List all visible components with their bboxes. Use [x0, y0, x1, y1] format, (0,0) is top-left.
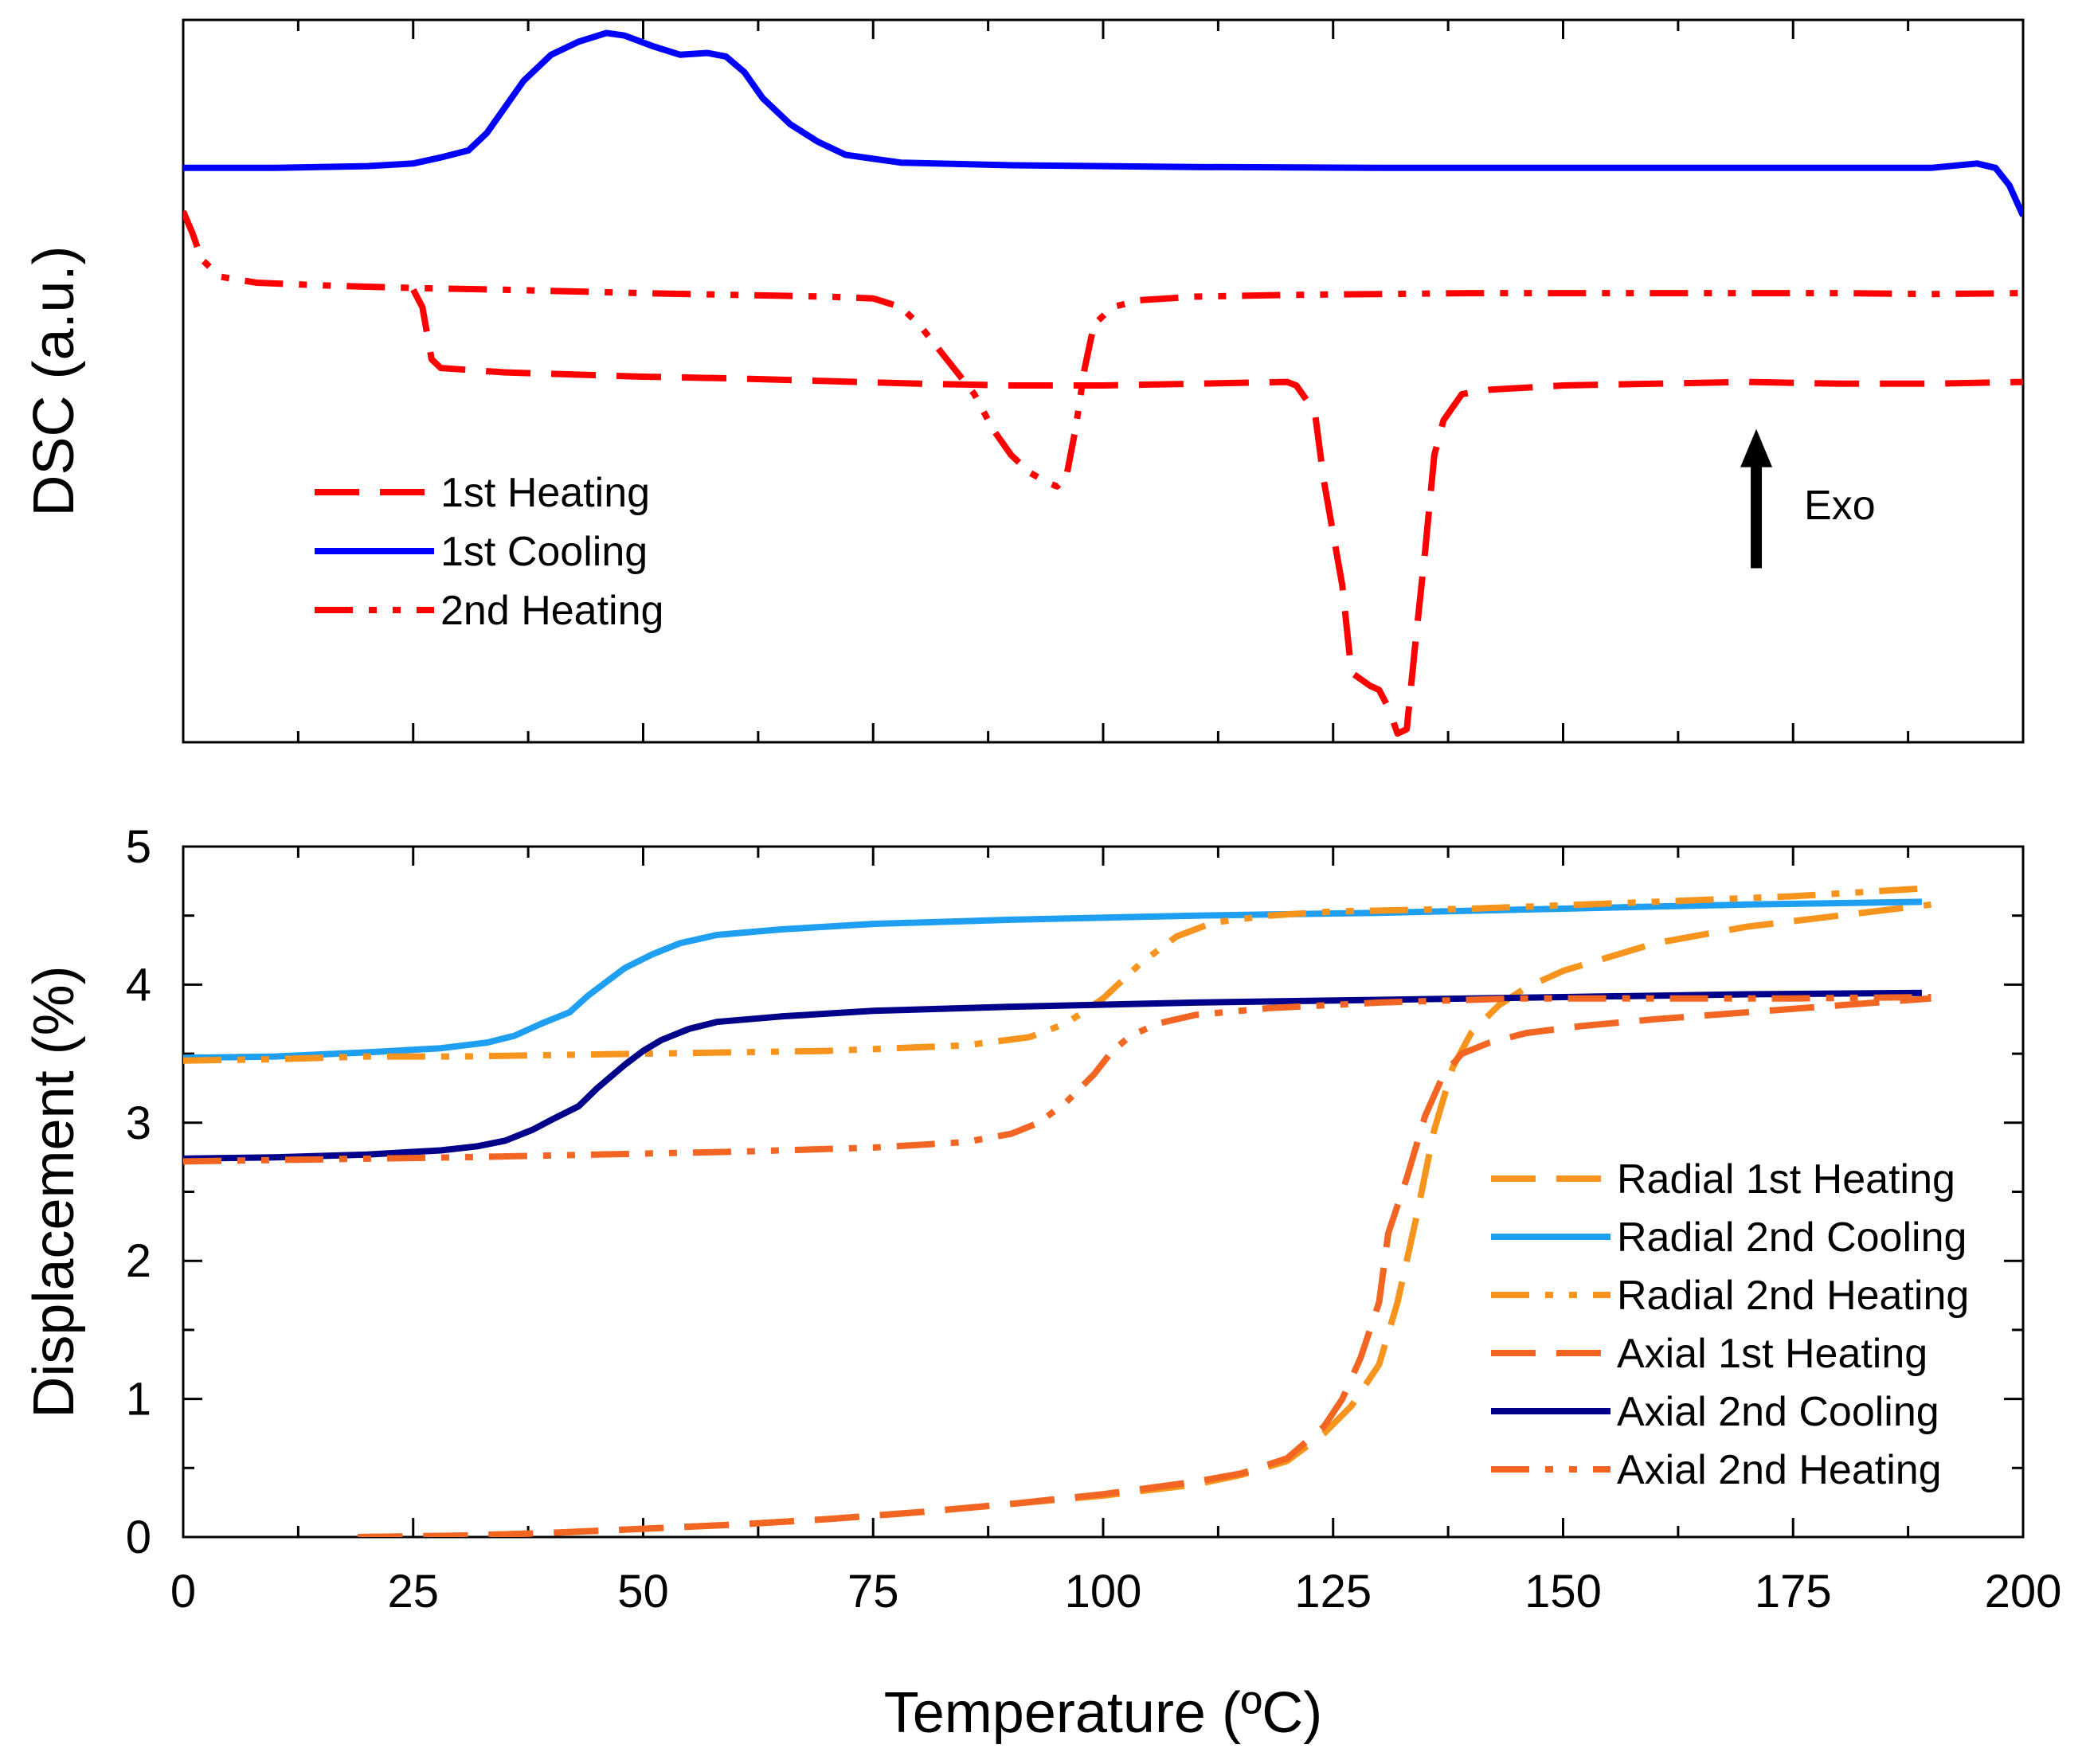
y-axis-title-displacement: Displacement (%): [22, 965, 86, 1418]
x-axis-title: Temperature (ºC): [884, 1681, 1322, 1745]
x-tick-label: 50: [617, 1566, 669, 1617]
y-tick-label: 3: [126, 1097, 151, 1149]
x-tick-label: 25: [387, 1566, 439, 1617]
x-tick-label: 0: [170, 1566, 196, 1617]
series-line-radial-2nd-cooling: [183, 898, 1922, 1062]
legend-label: 2nd Heating: [440, 588, 663, 634]
displacement-legend: Radial 1st Heating Radial 2nd Cooling Radi…: [1491, 1156, 1969, 1493]
y-tick-label: 1: [126, 1374, 151, 1426]
legend-label: Axial 2nd Heating: [1617, 1447, 1942, 1493]
y-axis-ticks: [183, 845, 2023, 1539]
series-line-1st-heating: [410, 287, 2023, 737]
series-line-axial-2nd-cooling: [183, 989, 1922, 1162]
x-tick-label: 200: [1985, 1566, 2062, 1617]
exo-arrow-head: [1740, 428, 1773, 467]
series-line-radial-2nd-heating: [183, 885, 1931, 1064]
legend-label: Radial 2nd Cooling: [1617, 1214, 1967, 1261]
y-tick-label: 2: [126, 1235, 151, 1287]
x-tick-label: 125: [1294, 1566, 1372, 1617]
exo-label: Exo: [1804, 483, 1876, 529]
legend-label: Axial 1st Heating: [1617, 1331, 1927, 1377]
x-tick-label: 150: [1524, 1566, 1602, 1617]
series-line-axial-2nd-heating: [183, 994, 1931, 1165]
x-tick-label: 175: [1755, 1566, 1832, 1617]
series-line-2nd-heating: [183, 209, 2023, 490]
x-tick-label: 75: [847, 1566, 899, 1617]
legend-label: Radial 2nd Heating: [1617, 1273, 1969, 1319]
dsc-legend: 1st Heating 1st Cooling 2nd Heating: [315, 470, 663, 634]
y-axis-title-dsc: DSC (a.u.): [22, 245, 86, 516]
series-line-1st-cooling: [183, 29, 2023, 217]
y-tick-label: 5: [126, 821, 151, 873]
series-line-axial-1st-heating: [358, 995, 1931, 1537]
x-tick-label: 100: [1065, 1566, 1142, 1617]
x-axis-ticks: [182, 20, 2025, 1537]
legend-label: Axial 2nd Cooling: [1617, 1389, 1939, 1435]
y-tick-label: 0: [126, 1512, 151, 1563]
legend-label: Radial 1st Heating: [1617, 1156, 1955, 1203]
y-tick-label: 4: [126, 959, 151, 1011]
legend-label: 1st Cooling: [440, 529, 648, 575]
legend-label: 1st Heating: [440, 470, 650, 516]
